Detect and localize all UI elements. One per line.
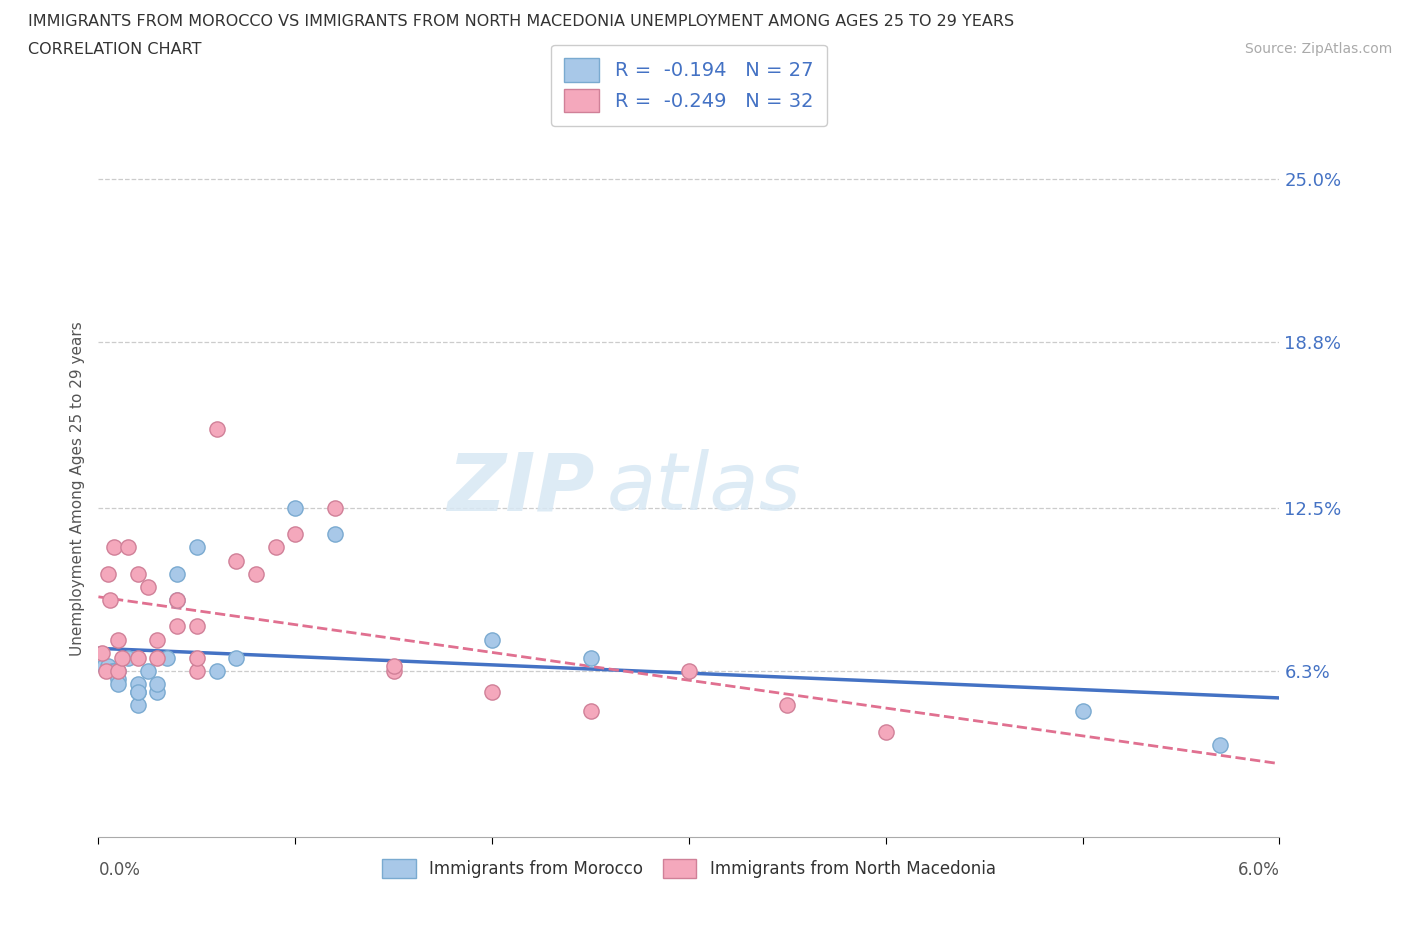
Point	[146, 684, 169, 699]
Legend: Immigrants from Morocco, Immigrants from North Macedonia: Immigrants from Morocco, Immigrants from…	[375, 852, 1002, 884]
Legend: R =  -0.194   N = 27, R =  -0.249   N = 32: R = -0.194 N = 27, R = -0.249 N = 32	[551, 45, 827, 126]
Point	[166, 619, 188, 634]
Point	[323, 500, 346, 515]
Point	[166, 592, 188, 607]
Text: atlas: atlas	[606, 449, 801, 527]
Point	[127, 684, 149, 699]
Point	[776, 698, 799, 712]
Point	[146, 651, 169, 666]
Point	[127, 684, 149, 699]
Point	[284, 527, 307, 542]
Point	[127, 566, 149, 581]
Point	[103, 540, 125, 555]
Point	[93, 658, 115, 673]
Point	[146, 677, 169, 692]
Point	[382, 658, 405, 673]
Point	[96, 664, 118, 679]
Point	[107, 632, 129, 647]
Point	[111, 651, 134, 666]
Point	[146, 632, 169, 647]
Point	[225, 651, 247, 666]
Point	[166, 566, 188, 581]
Point	[481, 632, 503, 647]
Point	[107, 664, 129, 679]
Point	[166, 592, 188, 607]
Y-axis label: Unemployment Among Ages 25 to 29 years: Unemployment Among Ages 25 to 29 years	[69, 321, 84, 656]
Point	[1071, 703, 1094, 718]
Point	[264, 540, 287, 555]
Point	[117, 540, 139, 555]
Point	[136, 579, 159, 594]
Text: 0.0%: 0.0%	[98, 860, 141, 879]
Point	[323, 527, 346, 542]
Point	[91, 645, 114, 660]
Point	[117, 651, 139, 666]
Point	[382, 664, 405, 679]
Point	[127, 698, 149, 712]
Point	[97, 658, 120, 673]
Point	[98, 592, 121, 607]
Point	[205, 664, 228, 679]
Point	[186, 540, 208, 555]
Point	[136, 664, 159, 679]
Point	[678, 664, 700, 679]
Point	[127, 651, 149, 666]
Text: CORRELATION CHART: CORRELATION CHART	[28, 42, 201, 57]
Point	[205, 421, 228, 436]
Text: ZIP: ZIP	[447, 449, 595, 527]
Point	[579, 651, 602, 666]
Point	[1209, 737, 1232, 752]
Text: IMMIGRANTS FROM MOROCCO VS IMMIGRANTS FROM NORTH MACEDONIA UNEMPLOYMENT AMONG AG: IMMIGRANTS FROM MOROCCO VS IMMIGRANTS FR…	[28, 14, 1014, 29]
Point	[186, 619, 208, 634]
Point	[156, 651, 179, 666]
Point	[107, 677, 129, 692]
Point	[186, 664, 208, 679]
Point	[225, 553, 247, 568]
Point	[245, 566, 267, 581]
Point	[481, 684, 503, 699]
Point	[875, 724, 897, 739]
Text: Source: ZipAtlas.com: Source: ZipAtlas.com	[1244, 42, 1392, 56]
Point	[107, 671, 129, 686]
Point	[97, 566, 120, 581]
Point	[579, 703, 602, 718]
Point	[101, 664, 124, 679]
Point	[186, 651, 208, 666]
Point	[103, 664, 125, 679]
Point	[127, 677, 149, 692]
Point	[284, 500, 307, 515]
Point	[107, 664, 129, 679]
Text: 6.0%: 6.0%	[1237, 860, 1279, 879]
